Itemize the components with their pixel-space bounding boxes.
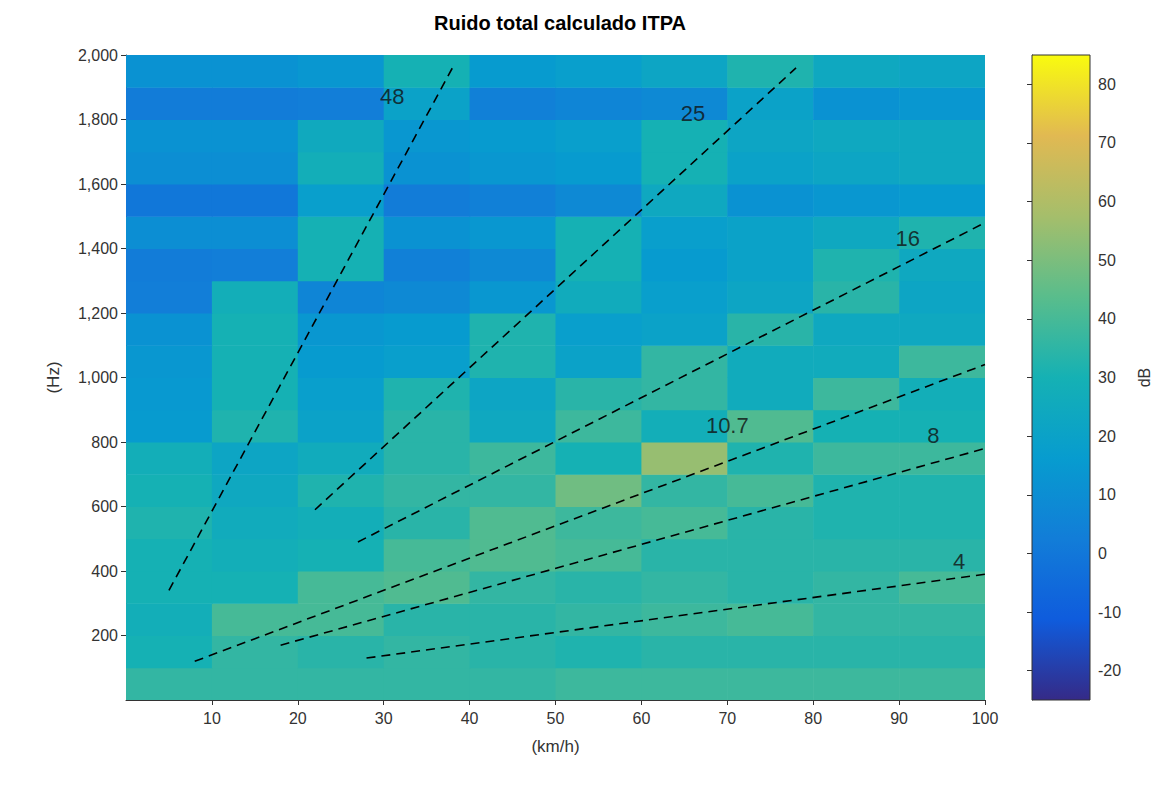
svg-text:600: 600 <box>91 498 118 515</box>
svg-text:50: 50 <box>1098 252 1116 269</box>
svg-text:1,400: 1,400 <box>78 240 118 257</box>
svg-text:10: 10 <box>203 710 221 727</box>
svg-text:400: 400 <box>91 563 118 580</box>
svg-text:1,200: 1,200 <box>78 305 118 322</box>
svg-text:10: 10 <box>1098 486 1116 503</box>
svg-text:20: 20 <box>1098 428 1116 445</box>
svg-text:200: 200 <box>91 627 118 644</box>
svg-text:Ruido total calculado ITPA: Ruido total calculado ITPA <box>434 12 686 34</box>
svg-text:30: 30 <box>375 710 393 727</box>
svg-text:60: 60 <box>1098 193 1116 210</box>
svg-text:100: 100 <box>972 710 999 727</box>
svg-text:1,800: 1,800 <box>78 111 118 128</box>
svg-text:90: 90 <box>890 710 908 727</box>
svg-text:25: 25 <box>681 101 705 126</box>
svg-text:80: 80 <box>1098 76 1116 93</box>
svg-text:60: 60 <box>633 710 651 727</box>
svg-text:50: 50 <box>547 710 565 727</box>
svg-text:800: 800 <box>91 434 118 451</box>
svg-text:48: 48 <box>380 84 404 109</box>
svg-text:30: 30 <box>1098 369 1116 386</box>
svg-text:10.7: 10.7 <box>706 413 749 438</box>
svg-text:8: 8 <box>927 423 939 448</box>
svg-text:16: 16 <box>895 226 919 251</box>
svg-text:-10: -10 <box>1098 604 1121 621</box>
svg-text:-20: -20 <box>1098 662 1121 679</box>
svg-text:1,600: 1,600 <box>78 176 118 193</box>
svg-text:0: 0 <box>1098 545 1107 562</box>
svg-text:70: 70 <box>718 710 736 727</box>
svg-text:4: 4 <box>953 549 965 574</box>
svg-text:1,000: 1,000 <box>78 369 118 386</box>
svg-text:(km/h): (km/h) <box>531 737 579 756</box>
svg-text:70: 70 <box>1098 134 1116 151</box>
svg-text:20: 20 <box>289 710 307 727</box>
svg-text:2,000: 2,000 <box>78 47 118 64</box>
svg-text:40: 40 <box>461 710 479 727</box>
svg-text:40: 40 <box>1098 310 1116 327</box>
svg-text:(Hz): (Hz) <box>44 361 63 393</box>
svg-text:80: 80 <box>804 710 822 727</box>
svg-text:dB: dB <box>1136 368 1153 388</box>
